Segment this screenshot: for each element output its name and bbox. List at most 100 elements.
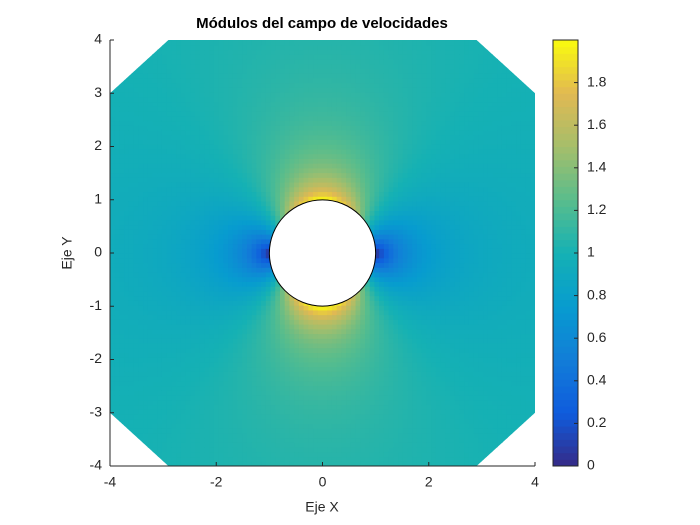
field-cell [138, 390, 144, 396]
field-cell [176, 106, 182, 112]
field-cell [209, 120, 215, 126]
field-cell [157, 451, 163, 458]
field-cell [331, 186, 338, 193]
field-cell [365, 129, 371, 136]
field-cell [251, 300, 257, 306]
field-cell [365, 409, 371, 415]
field-cell [119, 101, 125, 107]
field-cell [298, 342, 305, 349]
field-cell [246, 177, 253, 183]
field-cell [176, 253, 182, 259]
field-cell [124, 101, 130, 107]
field-cell [228, 328, 234, 335]
field-cell [204, 276, 210, 282]
field-cell [124, 120, 130, 126]
field-cell [237, 229, 243, 235]
field-cell [317, 371, 324, 377]
field-cell [355, 399, 361, 406]
field-cell [218, 442, 224, 448]
field-cell [242, 300, 248, 306]
field-cell [256, 139, 262, 145]
field-cell [143, 101, 149, 107]
field-cell [313, 54, 319, 60]
field-cell [237, 129, 243, 136]
field-cell [256, 200, 262, 207]
field-cell [265, 139, 272, 145]
field-cell [157, 210, 163, 216]
field-cell [114, 49, 121, 55]
field-cell [251, 167, 257, 174]
field-cell [124, 371, 130, 377]
field-cell [298, 352, 305, 358]
field-cell [284, 40, 291, 46]
field-cell [195, 191, 201, 197]
field-cell [232, 300, 239, 306]
field-cell [369, 451, 376, 458]
field-cell [152, 129, 158, 136]
field-cell [341, 148, 347, 155]
field-cell [228, 432, 234, 439]
field-cell [313, 167, 319, 174]
field-cell [327, 129, 333, 136]
field-cell [275, 328, 281, 335]
field-cell [199, 418, 206, 424]
field-cell [223, 395, 229, 401]
field-cell [209, 177, 215, 183]
field-cell [128, 191, 135, 197]
field-cell [313, 371, 319, 377]
field-cell [143, 428, 149, 434]
field-cell [331, 148, 338, 155]
field-cell [110, 262, 116, 268]
field-cell [317, 77, 324, 84]
field-cell [256, 456, 262, 462]
field-cell [374, 376, 380, 382]
field-cell [256, 324, 262, 330]
field-cell [176, 437, 182, 443]
field-cell [209, 413, 215, 420]
field-cell [195, 371, 201, 377]
field-cell [166, 73, 172, 79]
field-cell [199, 125, 206, 131]
field-cell [284, 106, 291, 112]
field-cell [379, 153, 385, 159]
field-cell [374, 253, 380, 259]
field-cell [209, 248, 215, 254]
field-cell [152, 219, 158, 226]
field-cell [209, 376, 215, 382]
field-cell [251, 177, 257, 183]
field-cell [180, 328, 187, 335]
field-cell [185, 224, 191, 230]
field-cell [369, 418, 376, 424]
field-cell [143, 257, 149, 264]
field-cell [237, 309, 243, 316]
field-cell [232, 437, 239, 443]
field-cell [327, 352, 333, 358]
field-cell [143, 319, 149, 325]
field-cell [346, 413, 352, 420]
field-cell [280, 432, 286, 439]
field-cell [265, 177, 272, 183]
field-cell [166, 44, 172, 51]
field-cell [317, 342, 324, 349]
field-cell [355, 92, 361, 98]
field-cell [119, 347, 125, 353]
field-cell [199, 432, 206, 439]
field-cell [289, 305, 295, 311]
field-cell [308, 456, 314, 462]
field-cell [180, 342, 187, 349]
field-cell [379, 295, 385, 301]
field-cell [143, 423, 149, 429]
field-cell [322, 352, 328, 358]
field-cell [180, 447, 187, 453]
field-cell [369, 461, 376, 466]
field-cell [336, 54, 342, 60]
field-cell [157, 49, 163, 55]
field-cell [298, 385, 305, 391]
field-cell [237, 248, 243, 254]
field-cell [265, 229, 272, 235]
field-cell [298, 92, 305, 98]
field-cell [284, 428, 291, 434]
field-cell [284, 77, 291, 84]
field-cell [110, 215, 116, 221]
field-cell [124, 58, 130, 65]
